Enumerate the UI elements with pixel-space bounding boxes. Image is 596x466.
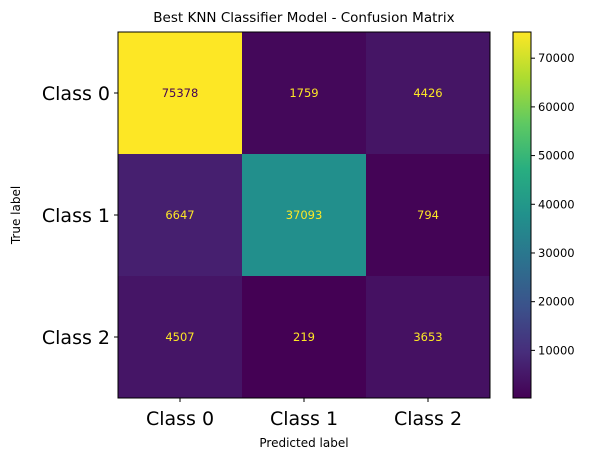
colorbar-tick-label: 50000: [538, 149, 575, 163]
heatmap-cell: [366, 154, 491, 277]
colorbar-tick-label: 30000: [538, 246, 575, 260]
heatmap-cell: [118, 276, 243, 399]
x-tick-label: Class 0: [146, 408, 214, 430]
colorbar-tick-label: 10000: [538, 343, 575, 357]
heatmap-cell: [118, 154, 243, 277]
chart-title: Best KNN Classifier Model - Confusion Ma…: [153, 10, 454, 26]
x-axis-ticks: Class 0 Class 1 Class 2: [146, 398, 462, 430]
cell-value-label: 37093: [286, 208, 323, 222]
cell-value-label: 75378: [162, 86, 199, 100]
heatmap-cell: [366, 32, 491, 155]
cell-value-label: 3653: [413, 330, 442, 344]
y-tick-label: Class 1: [42, 205, 110, 227]
y-tick-label: Class 0: [42, 83, 110, 105]
y-axis-label: True label: [9, 186, 23, 245]
heatmap-cell: [242, 32, 367, 155]
x-axis-label: Predicted label: [259, 436, 348, 450]
cell-value-label: 1759: [289, 86, 318, 100]
colorbar-tick-label: 60000: [538, 100, 575, 114]
heatmap-cell: [366, 276, 491, 399]
colorbar-tick-label: 40000: [538, 197, 575, 211]
cell-value-label: 219: [293, 330, 315, 344]
y-tick-label: Class 2: [42, 327, 110, 349]
y-axis-ticks: Class 0 Class 1 Class 2: [42, 83, 118, 349]
x-tick-label: Class 2: [394, 408, 462, 430]
colorbar-tick-label: 70000: [538, 51, 575, 65]
cell-value-label: 794: [417, 208, 439, 222]
cell-value-label: 4507: [165, 330, 194, 344]
x-tick-label: Class 1: [270, 408, 338, 430]
heatmap-cell: [242, 154, 367, 277]
heatmap-cell: [118, 32, 243, 155]
colorbar: [512, 31, 532, 399]
cell-value-label: 4426: [413, 86, 442, 100]
cell-value-label: 6647: [165, 208, 194, 222]
colorbar-tick-label: 20000: [538, 295, 575, 309]
heatmap-cell: [242, 276, 367, 399]
heatmap-cells: [118, 32, 491, 399]
heatmap-cell-labels: 75378 1759 4426 6647 37093 794 4507 219 3653: [162, 86, 443, 344]
colorbar-ticks: 10000 20000 30000 40000 50000 60000 70000: [531, 51, 575, 357]
